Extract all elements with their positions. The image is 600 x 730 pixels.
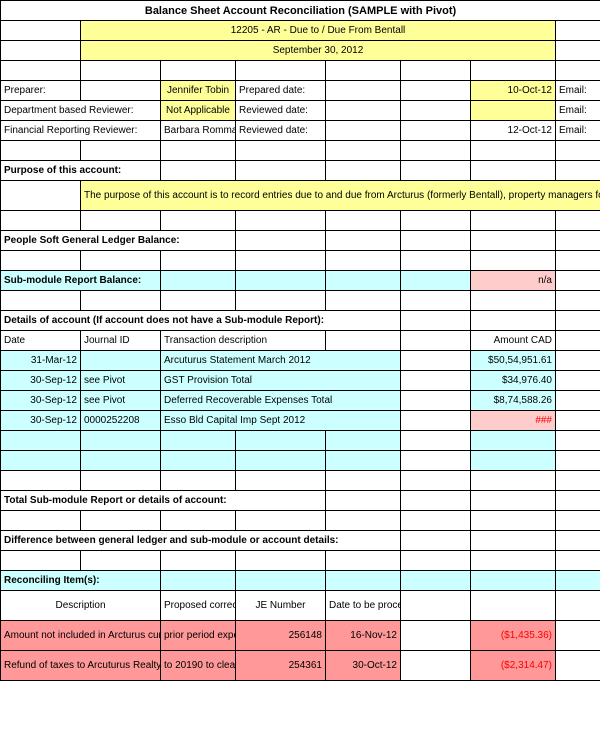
report-date: September 30, 2012 xyxy=(81,41,556,61)
prepared-date[interactable]: 10-Oct-12 xyxy=(471,81,556,101)
email-label-2: Email: xyxy=(556,101,600,121)
blank-row xyxy=(1,451,600,471)
sub-balance-value[interactable]: n/a xyxy=(471,271,556,291)
diff-row: Difference between general ledger and su… xyxy=(1,531,600,551)
dept-reviewed-date[interactable] xyxy=(471,101,556,121)
subtitle-row: 12205 - AR - Due to / Due From Bentall xyxy=(1,21,600,41)
reconciling-heading: Reconciling Item(s): xyxy=(1,571,161,591)
reviewed-date-label-2: Reviewed date: xyxy=(236,121,326,141)
sub-balance-label: Sub-module Report Balance: xyxy=(1,271,161,291)
rec-col-dateproc: Date to be processed xyxy=(326,591,401,621)
reconciling-heading-row: Reconciling Item(s): xyxy=(1,571,600,591)
fin-reviewed-date[interactable]: 12-Oct-12 xyxy=(471,121,556,141)
table-row: 30-Sep-12 see Pivot GST Provision Total … xyxy=(1,371,600,391)
fin-reviewer-row: Financial Reporting Reviewer: Barbara Ro… xyxy=(1,121,600,141)
blank-row xyxy=(1,511,600,531)
reconciliation-sheet: Balance Sheet Account Reconciliation (SA… xyxy=(0,0,600,681)
details-header-row: Date Journal ID Transaction description … xyxy=(1,331,600,351)
gl-balance-label: People Soft General Ledger Balance: xyxy=(1,231,236,251)
date-row: September 30, 2012 xyxy=(1,41,600,61)
prepared-date-label: Prepared date: xyxy=(236,81,326,101)
table-row: Amount not included in Arcturus current … xyxy=(1,621,600,651)
dept-label: Department based Reviewer: xyxy=(1,101,161,121)
preparer-label: Preparer: xyxy=(1,81,81,101)
rec-col-desc: Description xyxy=(1,591,161,621)
dept-reviewer-row: Department based Reviewer: Not Applicabl… xyxy=(1,101,600,121)
col-desc: Transaction description xyxy=(161,331,326,351)
sub-balance-row: Sub-module Report Balance: n/a xyxy=(1,271,600,291)
purpose-text[interactable]: The purpose of this account is to record… xyxy=(81,181,600,211)
purpose-row: The purpose of this account is to record… xyxy=(1,181,600,211)
diff-label: Difference between general ledger and su… xyxy=(1,531,401,551)
table-row: 30-Sep-12 0000252208 Esso Bld Capital Im… xyxy=(1,411,600,431)
purpose-label-row: Purpose of this account: xyxy=(1,161,600,181)
rec-col-je: JE Number xyxy=(236,591,326,621)
fin-name[interactable]: Barbara Rommar xyxy=(161,121,236,141)
table-row: Refund of taxes to Arcuturus Realty to 2… xyxy=(1,651,600,681)
email-label-3: Email: xyxy=(556,121,600,141)
table-row: 31-Mar-12 Arcuturus Statement March 2012… xyxy=(1,351,600,371)
blank-row xyxy=(1,291,600,311)
blank-row xyxy=(1,251,600,271)
col-journal: Journal ID xyxy=(81,331,161,351)
preparer-name[interactable]: Jennifer Tobin xyxy=(161,81,236,101)
account-name: 12205 - AR - Due to / Due From Bentall xyxy=(81,21,556,41)
blank-row xyxy=(1,61,600,81)
gl-balance-row: People Soft General Ledger Balance: xyxy=(1,231,600,251)
reconciling-header-row: Description Proposed correc JE Number Da… xyxy=(1,591,600,621)
total-label: Total Sub-module Report or details of ac… xyxy=(1,491,326,511)
blank-row xyxy=(1,211,600,231)
dept-name[interactable]: Not Applicable xyxy=(161,101,236,121)
details-heading: Details of account (If account does not … xyxy=(1,311,401,331)
details-heading-row: Details of account (If account does not … xyxy=(1,311,600,331)
blank-row xyxy=(1,141,600,161)
col-amount: Amount CAD xyxy=(471,331,556,351)
rec-col-proposed: Proposed correc xyxy=(161,591,236,621)
reviewed-date-label: Reviewed date: xyxy=(236,101,326,121)
purpose-label: Purpose of this account: xyxy=(1,161,161,181)
blank-row xyxy=(1,471,600,491)
col-date: Date xyxy=(1,331,81,351)
blank-row xyxy=(1,431,600,451)
fin-label: Financial Reporting Reviewer: xyxy=(1,121,161,141)
title-row: Balance Sheet Account Reconciliation (SA… xyxy=(1,1,600,21)
table-row: 30-Sep-12 see Pivot Deferred Recoverable… xyxy=(1,391,600,411)
email-label: Email: xyxy=(556,81,600,101)
preparer-row: Preparer: Jennifer Tobin Prepared date: … xyxy=(1,81,600,101)
total-row: Total Sub-module Report or details of ac… xyxy=(1,491,600,511)
blank-row xyxy=(1,551,600,571)
page-title: Balance Sheet Account Reconciliation (SA… xyxy=(1,1,600,21)
